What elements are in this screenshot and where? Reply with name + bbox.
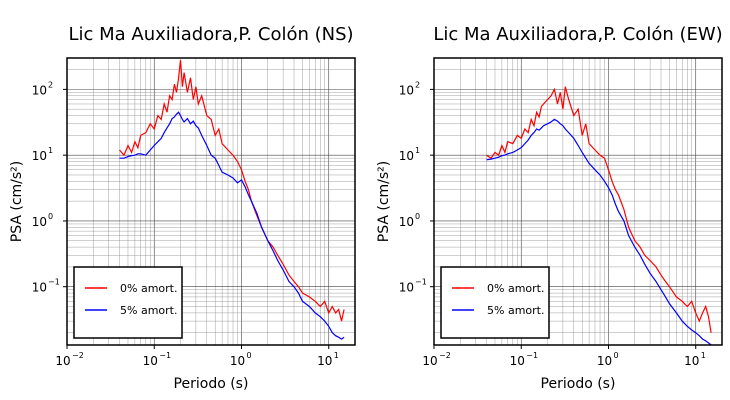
- y-tick-label: 10: [32, 281, 47, 295]
- grid: [66, 57, 356, 345]
- x-tick-label: 10: [230, 354, 245, 368]
- y-tick-exponent: −1: [48, 278, 60, 287]
- x-tick-label: 10: [510, 354, 525, 368]
- legend-label: 5% amort.: [487, 304, 544, 317]
- legend-label: 0% amort.: [487, 282, 544, 295]
- series-group: [119, 59, 345, 340]
- series-line-damped: [119, 111, 345, 340]
- y-tick-exponent: 1: [48, 146, 53, 155]
- x-tick-label: 10: [597, 354, 612, 368]
- y-tick-exponent: 2: [48, 80, 53, 89]
- y-tick-label: 10: [399, 83, 414, 97]
- y-tick-label: 10: [32, 149, 47, 163]
- chart-panel-ns: Lic Ma Auxiliadora,P. Colón (NS)10 −2 10 −1…: [9, 24, 356, 392]
- y-axis-label: PSA (cm/s²): [9, 161, 25, 243]
- y-axis-label: PSA (cm/s²): [376, 161, 392, 243]
- legend: 0% amort. 5% amort.: [440, 266, 550, 339]
- x-tick-exponent: 0: [613, 351, 618, 360]
- legend-box: [440, 266, 550, 339]
- y-tick-exponent: 0: [48, 212, 53, 221]
- series-line-damped: [486, 118, 712, 346]
- y-tick-exponent: 1: [415, 146, 420, 155]
- x-tick-label: 10: [55, 354, 70, 368]
- plot-frame: [66, 57, 356, 346]
- series-line-undamped: [486, 86, 712, 333]
- legend: 0% amort. 5% amort.: [73, 266, 183, 339]
- x-tick-exponent: −1: [526, 351, 538, 360]
- y-tick-exponent: −1: [415, 278, 427, 287]
- y-tick-label: 10: [32, 83, 47, 97]
- legend-label: 0% amort.: [120, 282, 177, 295]
- y-tick-exponent: 2: [415, 80, 420, 89]
- legend-box: [73, 266, 183, 339]
- y-tick-label: 10: [399, 281, 414, 295]
- x-tick-exponent: −2: [72, 351, 84, 360]
- x-axis-label: Periodo (s): [541, 376, 616, 392]
- y-tick-label: 10: [32, 215, 47, 229]
- chart-panel-ew: Lic Ma Auxiliadora,P. Colón (EW)10 −2 10 −1…: [376, 24, 723, 392]
- chart-title: Lic Ma Auxiliadora,P. Colón (EW): [433, 24, 722, 45]
- x-tick-label: 10: [422, 354, 437, 368]
- chart-title: Lic Ma Auxiliadora,P. Colón (NS): [68, 24, 353, 45]
- series-group: [486, 86, 712, 346]
- y-tick-label: 10: [399, 149, 414, 163]
- x-tick-exponent: 1: [701, 351, 706, 360]
- x-tick-exponent: −2: [439, 351, 451, 360]
- x-tick-label: 10: [317, 354, 332, 368]
- x-tick-exponent: 0: [246, 351, 251, 360]
- y-tick-exponent: 0: [415, 212, 420, 221]
- grid: [433, 57, 723, 345]
- y-tick-label: 10: [399, 215, 414, 229]
- x-tick-label: 10: [143, 354, 158, 368]
- x-tick-exponent: −1: [159, 351, 171, 360]
- x-axis-label: Periodo (s): [174, 376, 249, 392]
- plot-frame: [433, 57, 723, 346]
- legend-label: 5% amort.: [120, 304, 177, 317]
- series-line-undamped: [119, 59, 345, 322]
- x-tick-exponent: 1: [334, 351, 339, 360]
- x-tick-label: 10: [684, 354, 699, 368]
